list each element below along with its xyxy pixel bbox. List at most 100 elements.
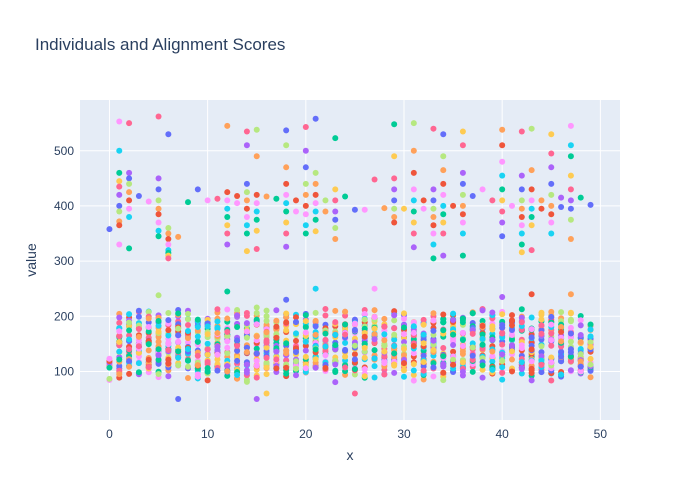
data-point [430, 197, 437, 204]
data-point [499, 293, 506, 300]
data-point [194, 362, 201, 369]
data-point [391, 325, 398, 332]
data-point [509, 317, 515, 324]
data-point [459, 368, 466, 375]
data-point [293, 365, 299, 372]
data-point [420, 340, 427, 347]
data-point [548, 191, 555, 198]
data-point [155, 352, 162, 358]
data-point [283, 357, 290, 364]
data-point [430, 222, 437, 229]
data-point [116, 183, 123, 190]
data-point [185, 199, 191, 206]
data-point [332, 307, 339, 314]
data-point [214, 356, 221, 363]
data-point [283, 180, 290, 187]
data-point [293, 319, 299, 326]
data-point [518, 370, 525, 377]
data-point [351, 390, 358, 397]
data-point [361, 373, 368, 380]
data-point [371, 347, 378, 354]
data-point [410, 329, 417, 336]
data-point [440, 252, 447, 259]
data-point [253, 191, 260, 198]
data-point [302, 164, 309, 171]
data-point [135, 360, 142, 367]
data-point [273, 348, 280, 355]
data-point [577, 363, 584, 370]
data-point [528, 222, 535, 229]
data-point [293, 330, 299, 337]
data-point [135, 307, 142, 314]
data-point [430, 346, 437, 353]
data-point [175, 332, 182, 339]
data-point [489, 366, 496, 373]
data-point [577, 345, 584, 352]
data-point [391, 312, 398, 319]
data-point [175, 396, 182, 403]
data-point [253, 304, 260, 311]
data-point [558, 194, 565, 201]
data-point [155, 211, 162, 218]
data-point [243, 142, 250, 149]
data-point [509, 322, 515, 329]
data-point [528, 197, 535, 204]
data-point [165, 317, 172, 324]
data-point [381, 348, 388, 355]
data-point [450, 361, 457, 368]
data-point [528, 291, 535, 298]
data-point [116, 363, 123, 370]
data-point [224, 344, 231, 351]
data-point [391, 369, 398, 376]
data-point [518, 319, 525, 326]
data-point [185, 363, 191, 370]
data-point [116, 314, 123, 321]
data-point [293, 208, 299, 215]
data-point [538, 361, 545, 368]
data-point [430, 241, 437, 248]
data-point [440, 191, 447, 198]
data-point [155, 175, 162, 182]
data-point [410, 361, 417, 368]
data-point [401, 338, 407, 345]
data-point [165, 230, 172, 237]
data-point [185, 339, 191, 346]
data-point [116, 202, 123, 209]
y-axis-label: value [23, 243, 39, 277]
data-point [194, 333, 201, 340]
x-axis-label: x [347, 447, 354, 463]
data-point [342, 339, 349, 346]
data-point [243, 213, 250, 220]
data-point [185, 321, 191, 328]
data-point [459, 202, 466, 209]
data-point [459, 329, 466, 336]
data-point [469, 193, 476, 199]
data-point [391, 153, 398, 160]
data-point [293, 372, 299, 379]
data-point [126, 358, 133, 365]
data-point [165, 241, 172, 248]
data-point [499, 341, 506, 348]
data-point [469, 356, 476, 363]
data-point [116, 147, 123, 154]
data-point [126, 180, 133, 187]
data-point [450, 331, 457, 338]
data-point [450, 310, 457, 317]
data-point [371, 285, 378, 292]
data-point [381, 315, 388, 322]
data-point [509, 202, 515, 209]
data-point [587, 355, 594, 362]
data-point [499, 126, 506, 133]
data-point [391, 317, 398, 324]
data-point [361, 316, 368, 323]
data-point [479, 322, 486, 329]
data-point [567, 197, 574, 204]
data-point [243, 248, 250, 255]
data-point [214, 195, 221, 202]
data-point [312, 180, 319, 187]
data-point [567, 349, 574, 356]
data-point [116, 169, 123, 176]
data-point [253, 358, 260, 365]
data-point [410, 208, 417, 215]
